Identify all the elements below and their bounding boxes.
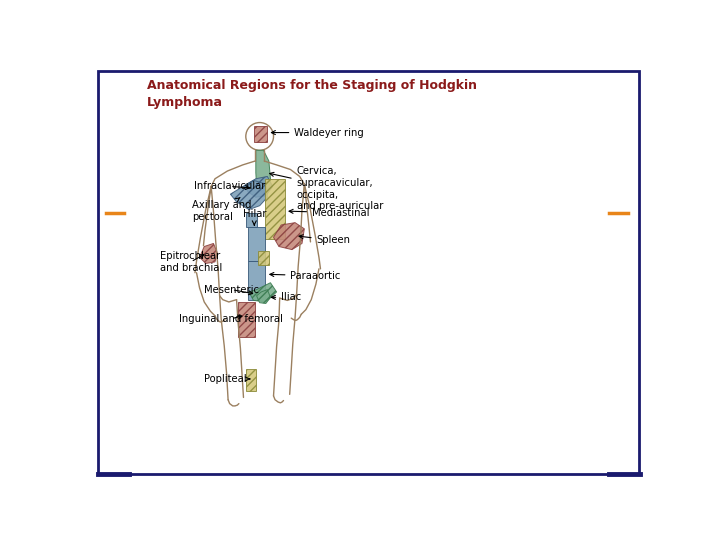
Polygon shape [274, 222, 305, 249]
Bar [258, 251, 269, 265]
Bar [246, 213, 256, 226]
Bar [238, 302, 255, 336]
Polygon shape [244, 177, 273, 197]
Text: Axillary and
pectoral: Axillary and pectoral [192, 198, 251, 222]
Text: Hilar: Hilar [243, 209, 266, 225]
Text: Waldeyer ring: Waldeyer ring [271, 127, 364, 138]
Text: Spleen: Spleen [299, 235, 351, 245]
Text: Mesenteric: Mesenteric [204, 285, 259, 295]
Text: Iliac: Iliac [271, 292, 302, 302]
Polygon shape [249, 283, 276, 302]
Text: Paraaortic: Paraaortic [270, 271, 341, 281]
Text: Inguinal and femoral: Inguinal and femoral [179, 314, 283, 324]
Polygon shape [256, 289, 271, 303]
Bar [248, 226, 265, 261]
Text: Anatomical Regions for the Staging of Hodgkin
Lymphoma: Anatomical Regions for the Staging of Ho… [148, 79, 477, 109]
Polygon shape [230, 180, 267, 210]
Text: Epitrochlear
and brachial: Epitrochlear and brachial [160, 251, 222, 273]
Polygon shape [199, 244, 217, 264]
Polygon shape [256, 150, 271, 194]
Bar [265, 179, 285, 239]
Text: Popliteal: Popliteal [204, 374, 250, 384]
Bar [253, 126, 267, 142]
Text: Infraclavicular: Infraclavicular [194, 181, 266, 192]
Bar [246, 369, 256, 390]
Text: Mediastinal: Mediastinal [289, 208, 369, 218]
Bar [248, 261, 265, 300]
Text: Cervica,
supracavicular,
occipita,
and pre-auricular: Cervica, supracavicular, occipita, and p… [270, 166, 383, 211]
